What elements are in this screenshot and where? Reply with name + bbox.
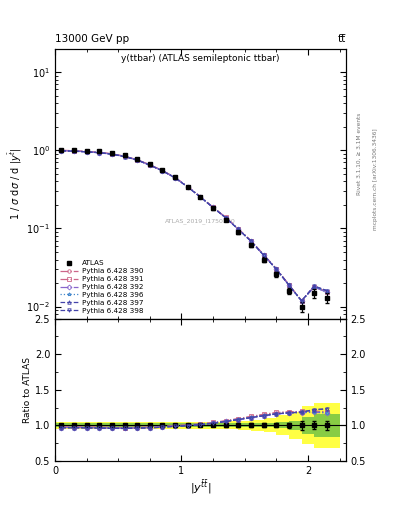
Y-axis label: Ratio to ATLAS: Ratio to ATLAS — [23, 357, 32, 423]
Text: 13000 GeV pp: 13000 GeV pp — [55, 33, 129, 44]
Y-axis label: 1 / $\sigma$ d$\sigma$ / d $|y^{\bar{t}}|$: 1 / $\sigma$ d$\sigma$ / d $|y^{\bar{t}}… — [6, 147, 24, 220]
Text: Rivet 3.1.10, ≥ 3.1M events: Rivet 3.1.10, ≥ 3.1M events — [357, 113, 362, 195]
Text: tt̅: tt̅ — [338, 33, 346, 44]
Text: y(ttbar) (ATLAS semileptonic ttbar): y(ttbar) (ATLAS semileptonic ttbar) — [121, 54, 280, 63]
X-axis label: $|y^{\bar{t}\bar{t}}|$: $|y^{\bar{t}\bar{t}}|$ — [190, 478, 211, 496]
Text: ATLAS_2019_I1750330: ATLAS_2019_I1750330 — [165, 219, 236, 224]
Text: mcplots.cern.ch [arXiv:1306.3436]: mcplots.cern.ch [arXiv:1306.3436] — [373, 129, 378, 230]
Legend: ATLAS, Pythia 6.428 390, Pythia 6.428 391, Pythia 6.428 392, Pythia 6.428 396, P: ATLAS, Pythia 6.428 390, Pythia 6.428 39… — [59, 259, 145, 315]
